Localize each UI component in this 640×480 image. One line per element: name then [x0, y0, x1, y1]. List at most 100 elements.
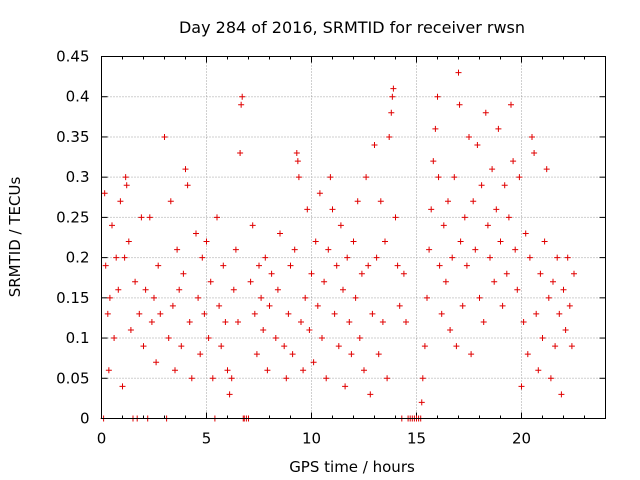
data-point [239, 93, 246, 100]
data-point [560, 286, 567, 293]
data-point [218, 343, 225, 350]
data-point [503, 270, 510, 277]
data-point [331, 310, 338, 317]
data-point [531, 150, 538, 157]
data-point [146, 214, 153, 221]
data-point [491, 278, 498, 285]
data-point [165, 335, 172, 342]
data-point [308, 270, 315, 277]
data-point [268, 270, 275, 277]
data-point [298, 318, 304, 325]
data-point [434, 93, 441, 100]
data-point [514, 286, 521, 293]
data-point [323, 375, 330, 382]
data-point [205, 335, 212, 342]
data-point [151, 294, 157, 301]
data-point [432, 125, 439, 132]
data-point [459, 302, 466, 309]
data-point [291, 246, 298, 253]
data-point [337, 222, 344, 229]
data-point [400, 270, 407, 277]
data-point [547, 375, 554, 382]
data-point [287, 262, 294, 269]
data-point [505, 214, 512, 221]
data-point [526, 254, 533, 261]
data-point [468, 351, 475, 358]
data-point [562, 327, 569, 334]
y-tick-label: 0.05 [56, 369, 89, 387]
data-point [117, 198, 124, 205]
data-point [510, 158, 517, 165]
data-point [558, 391, 565, 398]
data-point [283, 375, 290, 382]
data-point [356, 335, 363, 342]
data-point [132, 278, 139, 285]
data-point [224, 367, 231, 374]
data-point [329, 206, 336, 213]
data-point [272, 335, 279, 342]
data-point [111, 335, 118, 342]
data-point [474, 141, 481, 148]
data-point [169, 302, 176, 309]
data-point [300, 367, 307, 374]
data-point [361, 367, 367, 374]
data-point [539, 335, 546, 342]
data-point [484, 222, 491, 229]
data-point [382, 238, 388, 245]
data-point [522, 230, 529, 237]
data-point [516, 174, 523, 181]
data-point [552, 343, 559, 350]
data-point [123, 182, 130, 189]
data-point [148, 318, 155, 325]
data-point [499, 302, 506, 309]
data-point [482, 109, 489, 116]
data-point [294, 158, 301, 165]
data-point [102, 262, 109, 269]
data-point [537, 270, 544, 277]
data-point [260, 327, 267, 334]
data-point [342, 383, 349, 390]
data-point [470, 198, 477, 205]
data-point [306, 327, 313, 334]
data-point [237, 150, 244, 157]
data-point [487, 254, 493, 261]
data-point [348, 351, 355, 358]
data-point [480, 318, 487, 325]
data-point [201, 310, 208, 317]
data-point [251, 310, 258, 317]
data-point [352, 294, 359, 301]
data-point [188, 375, 195, 382]
data-point [105, 367, 112, 374]
x-tick-label: 20 [512, 430, 531, 448]
data-point [281, 343, 288, 350]
data-point [161, 133, 168, 140]
data-point [430, 158, 437, 165]
data-point [493, 206, 500, 213]
data-point [346, 318, 353, 325]
data-point [564, 254, 571, 261]
data-point [396, 302, 403, 309]
data-point [293, 150, 300, 157]
data-point [312, 238, 319, 245]
data-point [365, 262, 372, 269]
plot-border [101, 56, 606, 419]
data-point [556, 310, 563, 317]
data-point [232, 246, 239, 253]
data-point [310, 359, 317, 366]
data-point [388, 109, 395, 116]
data-point [327, 174, 334, 181]
data-point [379, 318, 386, 325]
x-tick-label: 10 [302, 430, 321, 448]
y-tick-label: 0.35 [56, 128, 89, 146]
data-point [138, 214, 145, 221]
data-point [436, 262, 443, 269]
data-point [440, 222, 447, 229]
data-point [435, 174, 442, 181]
data-point [220, 262, 227, 269]
data-point [451, 174, 458, 181]
data-point [386, 133, 393, 140]
data-point [533, 310, 540, 317]
data-point [140, 343, 147, 350]
data-point [167, 198, 174, 205]
data-point [157, 310, 164, 317]
